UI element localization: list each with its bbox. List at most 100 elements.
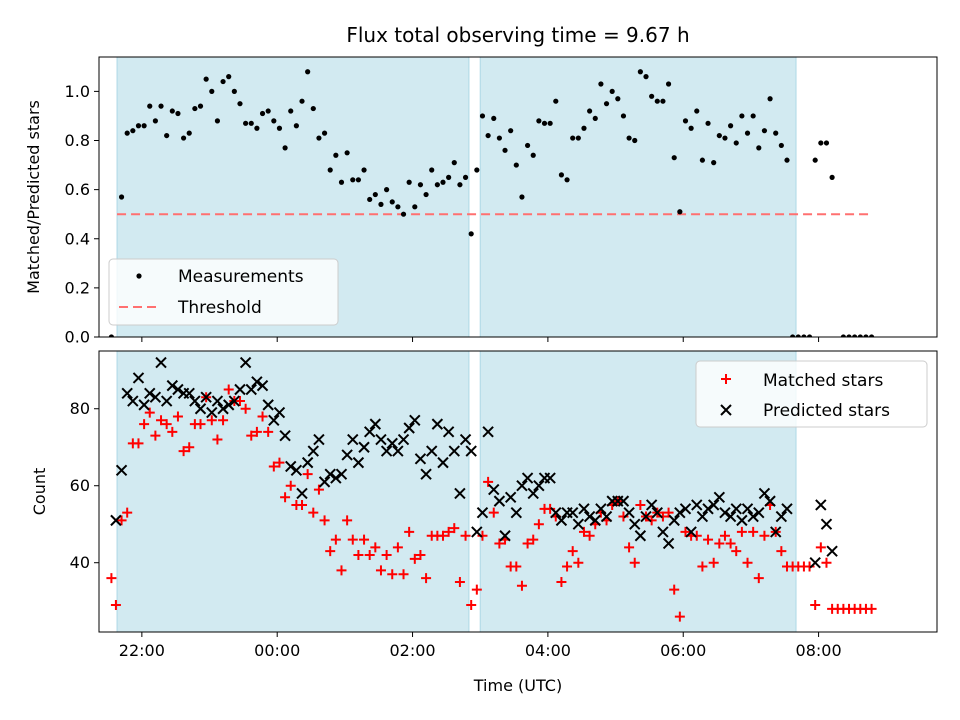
x-tick-label: 00:00 [254, 641, 300, 660]
predicted-stars-point [155, 356, 167, 369]
measurement-point [180, 135, 187, 141]
predicted-stars-point [262, 399, 274, 411]
measurement-point [468, 231, 474, 237]
matched-stars-point [748, 526, 759, 537]
predicted-stars-point [668, 514, 680, 527]
measurement-point [367, 196, 373, 203]
measurement-point [282, 145, 288, 151]
measurement-point [643, 74, 649, 80]
predicted-stars-point [301, 456, 314, 469]
measurement-point [288, 108, 294, 114]
measurement-point [570, 135, 576, 141]
y-tick-label: 0.2 [65, 278, 90, 297]
matched-stars-point [404, 526, 415, 537]
predicted-stars-point [826, 545, 838, 557]
predicted-stars-point [465, 445, 477, 457]
measurement-point [152, 118, 158, 124]
predicted-stars-point [764, 495, 776, 507]
predicted-stars-point [820, 518, 833, 530]
predicted-stars-point [363, 426, 376, 438]
measurement-point [384, 187, 390, 193]
measurement-point [457, 182, 463, 188]
x-axis-label: Time (UTC) [473, 676, 562, 695]
matched-stars-point [240, 403, 251, 414]
bottom-panel: 22:00 00:00 02:00 04:00 06:00 08:00 40 60 80 Coun… [30, 350, 938, 660]
predicted-stars-point [685, 526, 697, 538]
measurement-point [446, 174, 452, 180]
axes-frame [98, 350, 938, 633]
predicted-stars-point [296, 487, 308, 500]
matched-stars-point [167, 426, 178, 437]
matched-stars-point [443, 526, 454, 537]
predicted-stars-point [544, 472, 556, 484]
measurement-point [254, 125, 260, 131]
measurement-point [767, 96, 773, 102]
measurement-point [728, 123, 734, 129]
measurement-point [203, 76, 209, 82]
measurement-point [592, 115, 598, 122]
matched-stars-point [263, 426, 274, 437]
predicted-stars-point [290, 464, 303, 477]
predicted-stars-point [713, 491, 726, 503]
measurement-point [248, 120, 254, 126]
measurement-point [192, 105, 198, 112]
y-tick-label: 60 [70, 476, 90, 495]
measurement-point [429, 167, 435, 173]
matched-stars-point [415, 550, 426, 561]
measurement-point [829, 174, 835, 180]
measurement-point [812, 157, 818, 163]
predicted-stars-point [160, 395, 173, 407]
matched-stars-point [866, 603, 877, 614]
measurement-point [344, 150, 350, 156]
predicted-stars-point [724, 510, 737, 523]
measurement-point [417, 182, 424, 188]
matched-stars-point [212, 434, 223, 445]
matched-stars-point [646, 515, 657, 526]
matched-stars-point [313, 484, 324, 495]
predicted-stars-point [414, 453, 427, 465]
measurement-point [479, 113, 486, 119]
measurement-point [474, 167, 480, 173]
predicted-stars-point [747, 510, 759, 523]
matched-stars-point [708, 557, 719, 568]
predicted-stars-point [600, 510, 613, 523]
measurement-point [299, 98, 305, 104]
matched-stars-point [122, 507, 133, 518]
predicted-stars-point [504, 491, 517, 503]
matched-stars-point [753, 573, 764, 584]
measurement-point [603, 101, 610, 107]
measurement-point [722, 135, 728, 141]
matched-stars-point [522, 538, 533, 549]
matched-stars-point [776, 546, 787, 557]
predicted-stars-point [431, 418, 444, 430]
predicted-stars-point [634, 530, 647, 542]
measurement-point [338, 179, 345, 185]
measurement-point [118, 194, 125, 200]
measurement-point [852, 334, 858, 337]
predicted-stars-point [809, 557, 821, 569]
matched-stars-point [161, 419, 172, 430]
legend-matched-marker [721, 374, 731, 384]
measurement-point [677, 209, 683, 215]
matched-stars-point [325, 546, 336, 557]
predicted-stars-point [115, 464, 128, 477]
matched-stars-point [246, 430, 257, 441]
matched-stars-point [629, 557, 640, 568]
predicted-stars-point [770, 526, 782, 538]
matched-stars-point [731, 546, 742, 557]
predicted-stars-point [753, 506, 765, 519]
y-tick-label: 40 [70, 553, 90, 572]
matched-stars-point [697, 561, 708, 572]
predicted-stars-point [228, 395, 241, 407]
predicted-stars-point [426, 445, 438, 457]
predicted-stars-point [409, 414, 421, 426]
predicted-stars-point [555, 514, 568, 527]
measurement-point [508, 128, 514, 134]
y-tick-label: 0.8 [65, 131, 90, 150]
predicted-stars-point [392, 445, 404, 457]
top-panel: 0.0 0.2 0.4 0.6 0.8 1.0 Matched/Predicted star… [24, 56, 938, 347]
measurement-point [705, 120, 711, 126]
predicted-stars-point [380, 445, 393, 457]
plot-area [108, 57, 875, 337]
measurement-point [806, 334, 813, 337]
